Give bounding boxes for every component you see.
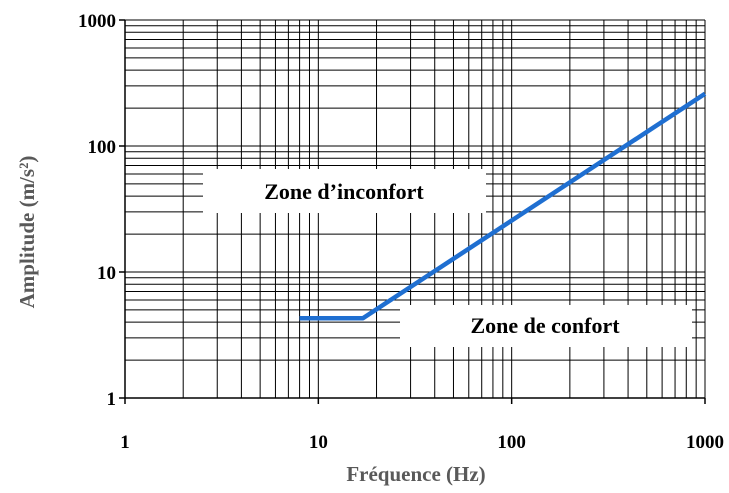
y-tick-label: 100 [88, 137, 117, 158]
zone-inconfort-label: Zone d’inconfort [264, 179, 424, 204]
zone-inconfort-box [203, 169, 486, 213]
x-tick-label: 10 [309, 432, 328, 453]
zone-confort-box [400, 305, 692, 347]
y-tick-label: 10 [97, 263, 116, 284]
tick-labels: 1 10 100 1000 1 10 100 1000 [78, 11, 724, 453]
x-tick-label: 1 [120, 432, 130, 453]
x-tick-label: 1000 [686, 432, 724, 453]
zone-confort-label: Zone de confort [470, 313, 620, 338]
series-layer [299, 91, 707, 321]
axes [119, 19, 706, 404]
x-axis-label: Fréquence (Hz) [346, 462, 485, 486]
y-tick-label: 1 [107, 389, 117, 410]
y-tick-label: 1000 [78, 11, 116, 32]
y-axis-label: Amplitude (m/s²) [15, 156, 39, 309]
x-tick-label: 100 [497, 432, 526, 453]
